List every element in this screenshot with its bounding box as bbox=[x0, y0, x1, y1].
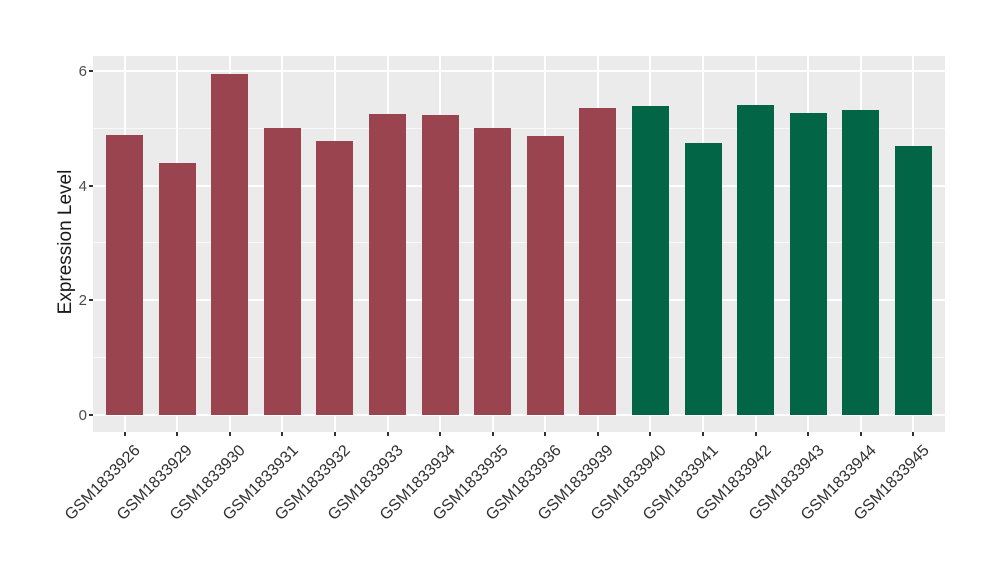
x-tick bbox=[123, 432, 126, 436]
bar-GSM1833933 bbox=[369, 114, 406, 415]
x-tick bbox=[228, 432, 231, 436]
bar-GSM1833926 bbox=[106, 134, 143, 415]
bar-GSM1833945 bbox=[895, 145, 932, 415]
bar-GSM1833936 bbox=[527, 136, 564, 415]
y-tick bbox=[89, 69, 93, 72]
x-tick bbox=[439, 432, 442, 436]
x-tick bbox=[281, 432, 284, 436]
h-gridline-major bbox=[93, 299, 945, 302]
x-tick bbox=[702, 432, 705, 436]
y-tick-label: 0 bbox=[78, 406, 87, 424]
h-gridline-minor bbox=[93, 242, 945, 244]
x-tick bbox=[649, 432, 652, 436]
x-tick bbox=[807, 432, 810, 436]
h-gridline-minor bbox=[93, 356, 945, 358]
bar-GSM1833942 bbox=[737, 104, 774, 415]
x-tick bbox=[912, 432, 915, 436]
plot-panel bbox=[93, 56, 945, 432]
bar-GSM1833935 bbox=[474, 128, 511, 415]
x-tick bbox=[754, 432, 757, 436]
y-tick-label: 6 bbox=[78, 62, 87, 80]
x-tick bbox=[176, 432, 179, 436]
y-tick bbox=[89, 299, 93, 302]
bar-GSM1833941 bbox=[685, 143, 722, 415]
bar-GSM1833944 bbox=[842, 109, 879, 415]
y-tick-label: 4 bbox=[78, 177, 87, 195]
y-tick bbox=[89, 184, 93, 187]
x-tick bbox=[386, 432, 389, 436]
x-tick bbox=[491, 432, 494, 436]
h-gridline-major bbox=[93, 413, 945, 416]
h-gridline-major bbox=[93, 184, 945, 187]
bar-GSM1833931 bbox=[264, 127, 301, 415]
y-tick-label: 2 bbox=[78, 292, 87, 310]
bar-GSM1833943 bbox=[790, 113, 827, 415]
h-gridline-major bbox=[93, 69, 945, 72]
bar-GSM1833930 bbox=[211, 73, 248, 415]
h-gridline-minor bbox=[93, 127, 945, 129]
bar-GSM1833934 bbox=[422, 115, 459, 415]
bar-GSM1833932 bbox=[316, 140, 353, 415]
x-tick bbox=[544, 432, 547, 436]
x-tick bbox=[859, 432, 862, 436]
bar-GSM1833940 bbox=[632, 106, 669, 415]
y-tick bbox=[89, 413, 93, 416]
x-tick bbox=[333, 432, 336, 436]
bar-GSM1833929 bbox=[159, 162, 196, 415]
x-tick bbox=[596, 432, 599, 436]
bar-GSM1833939 bbox=[579, 108, 616, 415]
